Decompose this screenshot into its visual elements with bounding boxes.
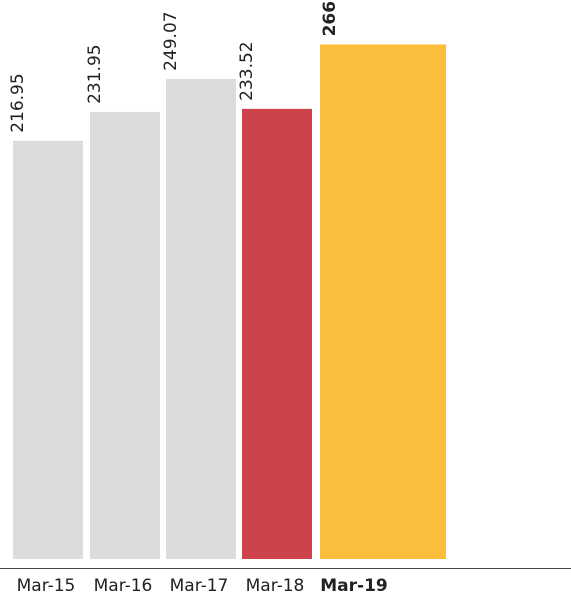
value-label-mar-18: 233.52 (237, 41, 257, 100)
value-label-mar-15: 216.95 (8, 73, 28, 132)
x-tick-labels-group: Mar-15 Mar-16 Mar-17 Mar-18 Mar-19 (17, 576, 388, 596)
bar-mar-19 (320, 44, 446, 560)
value-label-mar-19: 266.95 (320, 0, 340, 36)
bars-group (13, 44, 446, 560)
value-labels-group: 216.95 231.95 249.07 233.52 266.95 (8, 0, 340, 133)
bar-mar-16 (90, 111, 160, 560)
value-label-mar-16: 231.95 (85, 44, 105, 103)
bar-mar-15 (13, 140, 83, 559)
bar-mar-17 (166, 78, 236, 559)
value-label-mar-17: 249.07 (161, 11, 181, 70)
tick-label-mar-18: Mar-18 (246, 576, 305, 596)
tick-label-mar-19: Mar-19 (320, 576, 388, 596)
tick-label-mar-15: Mar-15 (17, 576, 76, 596)
tick-label-mar-16: Mar-16 (94, 576, 153, 596)
tick-label-mar-17: Mar-17 (170, 576, 229, 596)
bar-mar-18 (242, 108, 312, 560)
